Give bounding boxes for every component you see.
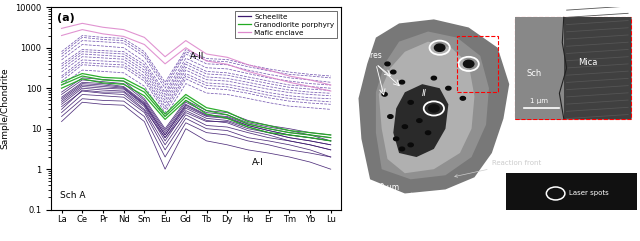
Circle shape — [399, 147, 404, 151]
Y-axis label: Sample/Chondrite: Sample/Chondrite — [1, 68, 10, 149]
Text: Pores: Pores — [362, 51, 382, 60]
Text: Sch: Sch — [527, 68, 542, 78]
Circle shape — [445, 86, 451, 90]
Circle shape — [408, 143, 413, 147]
Text: (b): (b) — [350, 13, 366, 23]
Polygon shape — [376, 32, 489, 179]
Text: A-II: A-II — [190, 52, 204, 61]
Circle shape — [388, 115, 393, 118]
Legend: Scheelite, Granodiorite porphyry, Mafic enclave: Scheelite, Granodiorite porphyry, Mafic … — [235, 11, 337, 38]
Circle shape — [394, 137, 399, 141]
Polygon shape — [358, 19, 509, 194]
Text: Reaction front: Reaction front — [455, 160, 541, 177]
Text: A-I: A-I — [252, 158, 264, 167]
Circle shape — [460, 96, 465, 100]
Bar — [457, 36, 498, 92]
Circle shape — [399, 80, 404, 84]
Circle shape — [408, 100, 413, 104]
Text: 1 μm: 1 μm — [529, 98, 548, 104]
Circle shape — [463, 60, 474, 67]
Bar — [515, 17, 564, 119]
Circle shape — [417, 119, 422, 122]
Polygon shape — [394, 84, 449, 157]
Circle shape — [551, 190, 560, 197]
Circle shape — [429, 105, 439, 112]
Circle shape — [435, 44, 445, 51]
Text: Laser spots: Laser spots — [569, 190, 609, 196]
Bar — [564, 17, 631, 119]
Circle shape — [403, 125, 408, 128]
Text: Sch A: Sch A — [60, 191, 85, 200]
Bar — [515, 17, 631, 119]
Text: (a): (a) — [57, 13, 75, 23]
Text: 100 um: 100 um — [370, 183, 399, 192]
Polygon shape — [379, 42, 474, 173]
Circle shape — [385, 62, 390, 66]
Text: Mica: Mica — [579, 58, 598, 67]
Circle shape — [390, 70, 396, 74]
Circle shape — [382, 93, 387, 96]
Circle shape — [426, 131, 431, 134]
Text: II: II — [422, 89, 428, 98]
Bar — [506, 173, 637, 210]
Circle shape — [431, 76, 436, 80]
